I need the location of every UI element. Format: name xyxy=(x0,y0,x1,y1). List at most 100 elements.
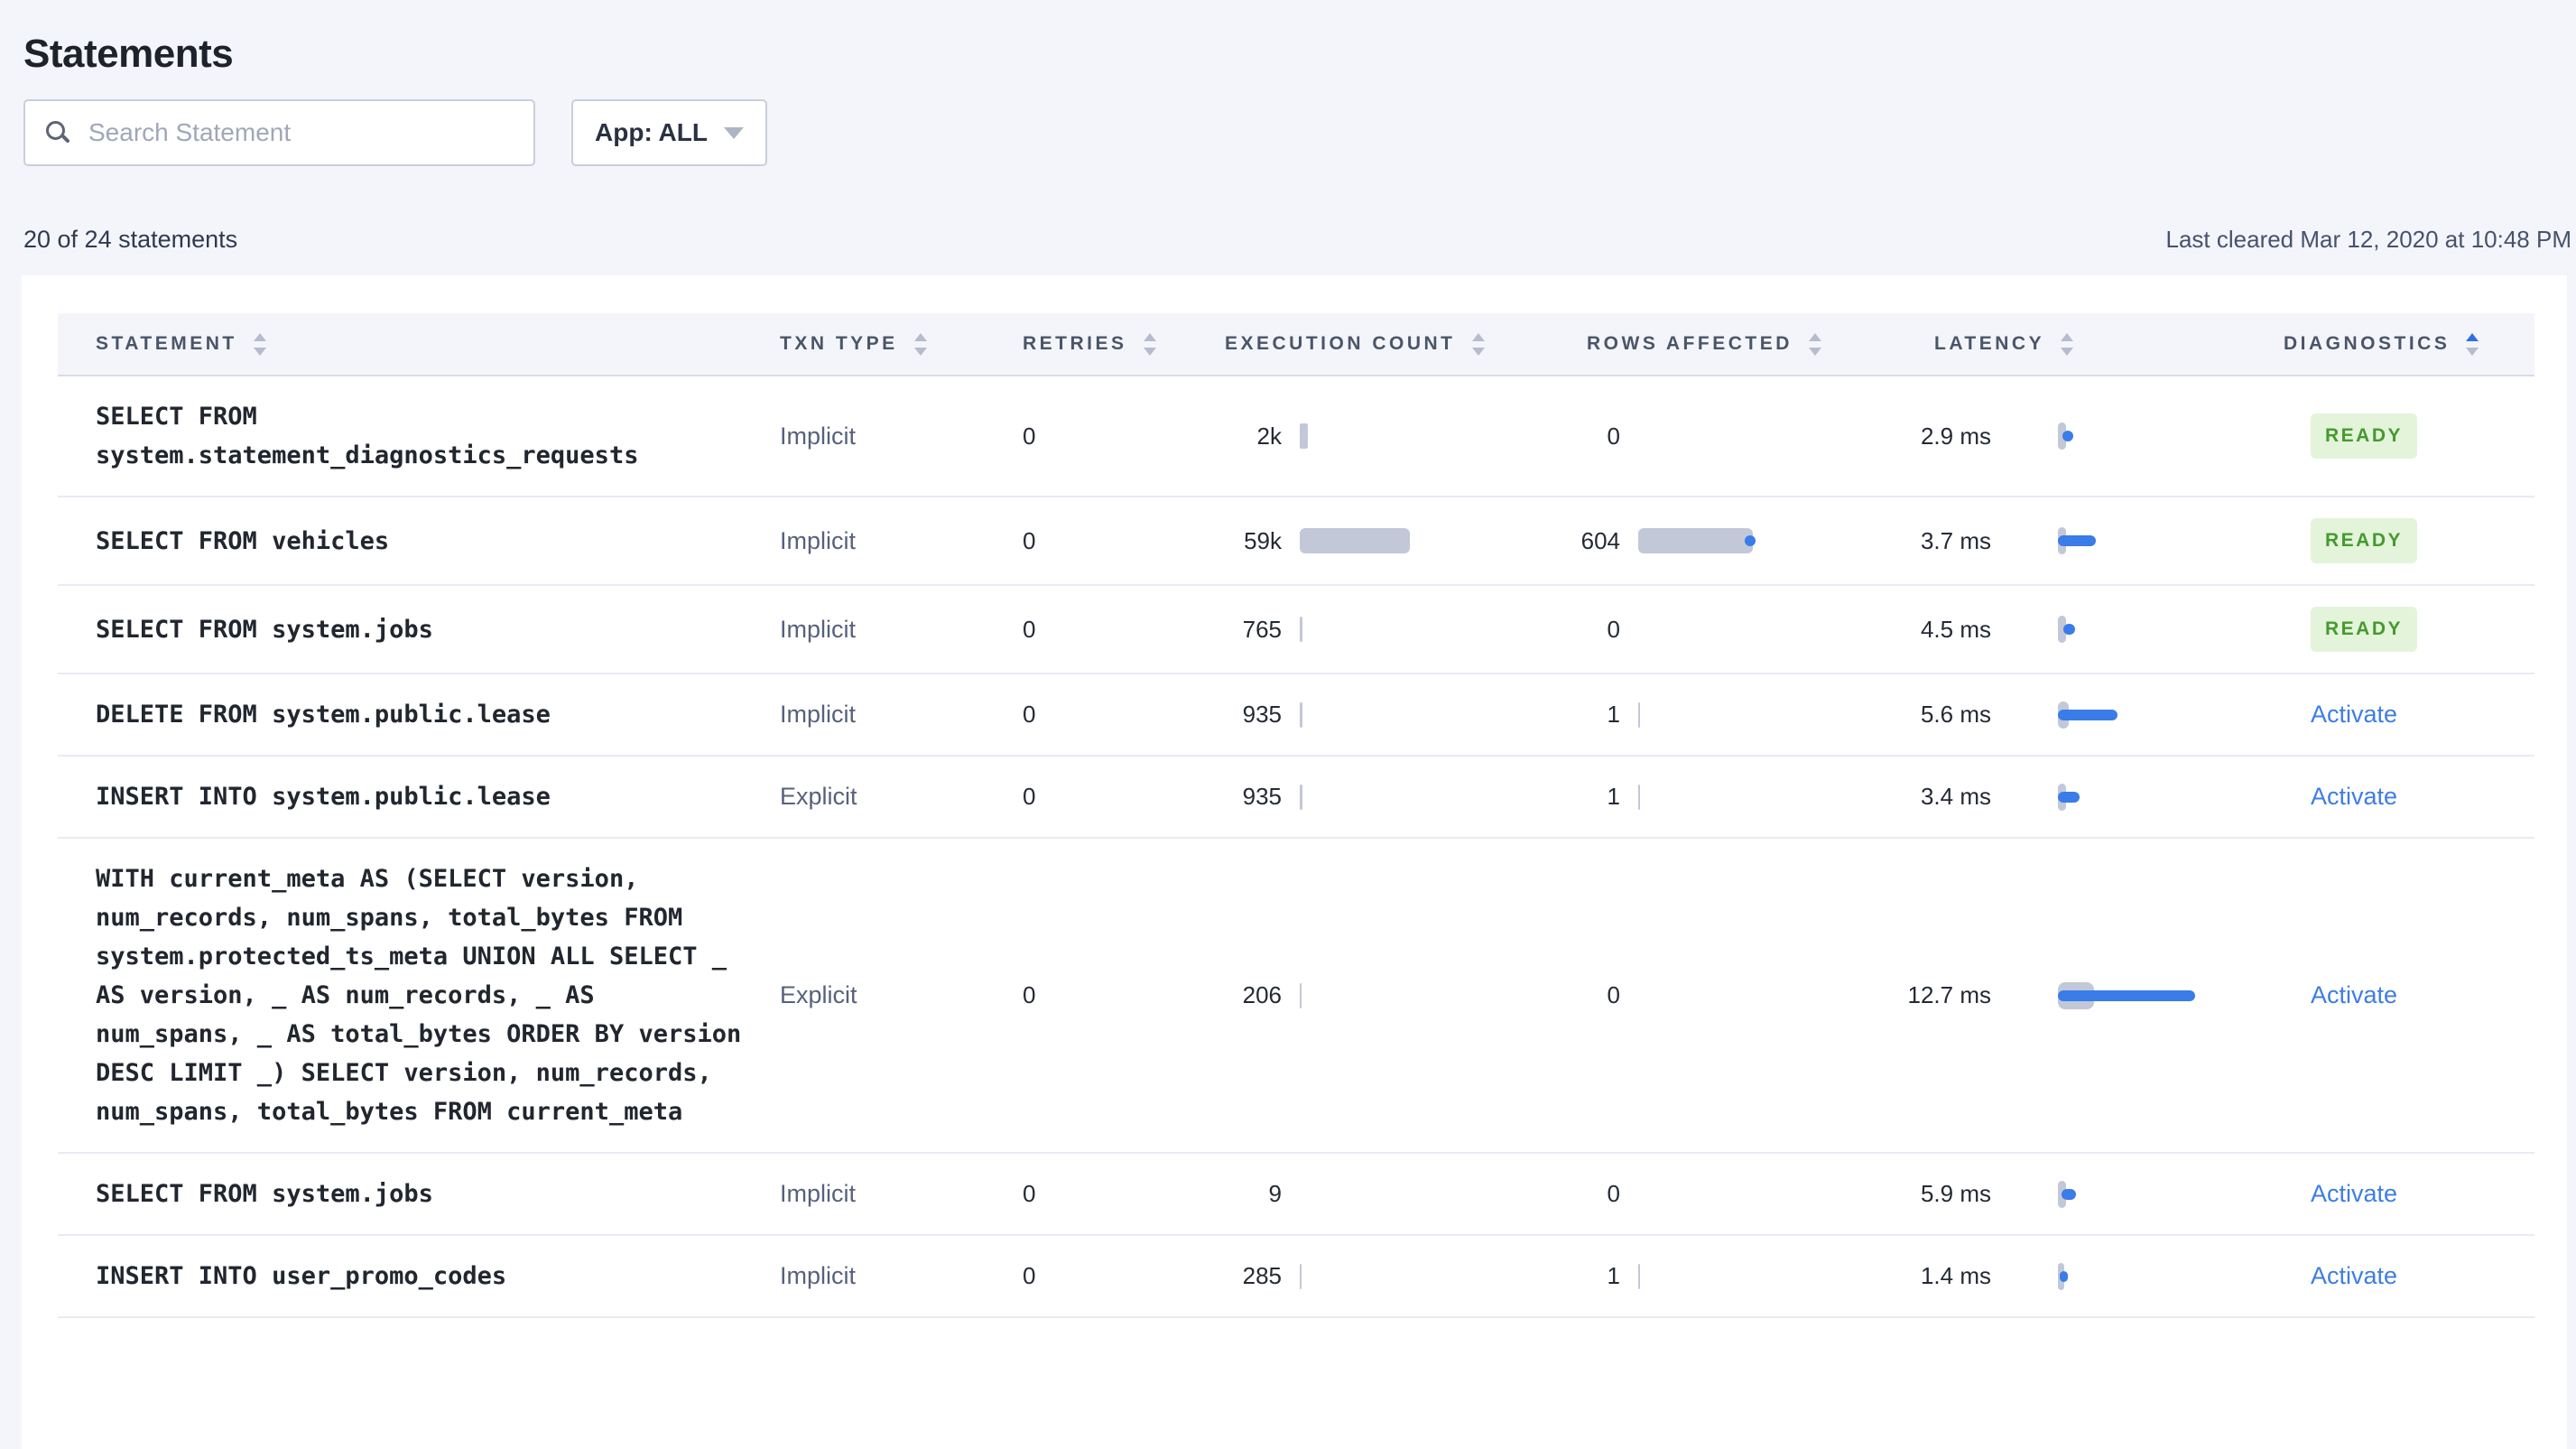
latency-cell: 2.9 ms xyxy=(1877,422,2220,450)
column-header-statement[interactable]: STATEMENT xyxy=(58,332,767,356)
sort-control[interactable] xyxy=(1808,332,1821,356)
execution-count-cell: 935 xyxy=(1209,783,1552,811)
retries-count: 0 xyxy=(1023,422,1036,450)
sort-descending-icon xyxy=(1808,347,1821,356)
retries-cell: 0 xyxy=(1011,783,1209,811)
rows-affected-cell: 1 xyxy=(1552,783,1877,811)
last-cleared-timestamp: Last cleared Mar 12, 2020 at 10:48 PM xyxy=(2165,226,2572,253)
sort-control[interactable] xyxy=(253,332,266,356)
retries-count: 0 xyxy=(1023,615,1036,643)
txn-type-cell: Explicit xyxy=(767,981,1011,1009)
table-row[interactable]: INSERT INTO system.public.lease Explicit… xyxy=(58,757,2534,839)
activate-diagnostics-link[interactable]: Activate xyxy=(2311,783,2398,810)
diagnostics-ready-badge[interactable]: READY xyxy=(2311,607,2418,652)
retries-cell: 0 xyxy=(1011,1180,1209,1208)
latency-value: 5.9 ms xyxy=(1920,1180,1991,1207)
table-row[interactable]: INSERT INTO user_promo_codes Implicit 0 … xyxy=(58,1236,2534,1318)
execution-count-bar xyxy=(1300,701,1302,728)
latency-value: 3.7 ms xyxy=(1920,526,1991,554)
statement-cell[interactable]: SELECT FROM system.jobs xyxy=(58,610,767,649)
sort-control[interactable] xyxy=(2466,332,2479,356)
latency-value: 4.5 ms xyxy=(1920,615,1991,643)
sort-control[interactable] xyxy=(913,332,927,356)
table-row[interactable]: SELECT FROM system.jobs Implicit 0 765 0… xyxy=(58,586,2534,674)
statement-cell[interactable]: WITH current_meta AS (SELECT version, nu… xyxy=(58,859,767,1131)
txn-type: Implicit xyxy=(780,1262,857,1289)
sort-ascending-icon xyxy=(913,332,927,341)
txn-type-cell: Implicit xyxy=(767,701,1011,729)
statement-cell[interactable]: INSERT INTO user_promo_codes xyxy=(58,1257,767,1296)
app-filter-dropdown[interactable]: App: ALL xyxy=(571,99,767,166)
sort-descending-icon xyxy=(2061,347,2074,356)
execution-count-cell: 206 xyxy=(1209,981,1552,1009)
column-header-label: TXN TYPE xyxy=(780,333,898,354)
execution-count-value: 765 xyxy=(1242,615,1282,643)
latency-mean-bar xyxy=(2062,1188,2076,1200)
activate-diagnostics-link[interactable]: Activate xyxy=(2311,1262,2398,1289)
execution-count-bar-area xyxy=(1300,784,1302,811)
statement-cell[interactable]: SELECT FROM system.jobs xyxy=(58,1175,767,1213)
search-box[interactable] xyxy=(23,99,535,166)
diagnostics-ready-badge[interactable]: READY xyxy=(2311,413,2418,459)
rows-affected-bar-area xyxy=(1638,527,1756,554)
statements-table-card: STATEMENT TXN TYPE RETRIES EXECUTION COU… xyxy=(22,275,2567,1449)
sort-descending-icon xyxy=(1143,347,1156,356)
retries-cell: 0 xyxy=(1011,527,1209,555)
table-row[interactable]: WITH current_meta AS (SELECT version, nu… xyxy=(58,839,2534,1154)
diagnostics-cell: READY xyxy=(2220,607,2534,652)
sort-ascending-icon xyxy=(253,332,266,341)
execution-count-bar-area xyxy=(1300,701,1302,729)
sort-control[interactable] xyxy=(2061,332,2074,356)
column-header-txn-type[interactable]: TXN TYPE xyxy=(767,332,1011,356)
latency-cell: 5.6 ms xyxy=(1877,701,2220,729)
column-header-latency[interactable]: LATENCY xyxy=(1877,332,2220,356)
table-row[interactable]: SELECT FROM system.statement_diagnostics… xyxy=(58,376,2534,497)
latency-bar-chart xyxy=(2058,422,2220,450)
rows-affected-cell: 0 xyxy=(1552,981,1877,1009)
sort-ascending-icon xyxy=(1471,332,1485,341)
search-input[interactable] xyxy=(87,117,514,148)
latency-cell: 12.7 ms xyxy=(1877,981,2220,1010)
latency-cell: 4.5 ms xyxy=(1877,615,2220,644)
execution-count-cell: 2k xyxy=(1209,423,1552,450)
txn-type: Implicit xyxy=(780,422,857,450)
latency-bar-chart xyxy=(2058,615,2220,644)
latency-cell: 3.4 ms xyxy=(1877,783,2220,812)
execution-count-bar-area xyxy=(1300,1263,1302,1290)
column-header-execution-count[interactable]: EXECUTION COUNT xyxy=(1209,332,1552,356)
statement-cell[interactable]: SELECT FROM vehicles xyxy=(58,522,767,561)
statements-table: STATEMENT TXN TYPE RETRIES EXECUTION COU… xyxy=(58,313,2534,1318)
retries-cell: 0 xyxy=(1011,423,1209,450)
activate-diagnostics-link[interactable]: Activate xyxy=(2311,701,2398,728)
table-row[interactable]: SELECT FROM system.jobs Implicit 0 9 0 5… xyxy=(58,1154,2534,1236)
rows-affected-bar xyxy=(1638,528,1756,553)
sort-control[interactable] xyxy=(1143,332,1156,356)
statement-cell[interactable]: DELETE FROM system.public.lease xyxy=(58,695,767,734)
activate-diagnostics-link[interactable]: Activate xyxy=(2311,1180,2398,1207)
latency-value: 2.9 ms xyxy=(1920,422,1991,450)
column-header-retries[interactable]: RETRIES xyxy=(1011,332,1209,356)
statement-cell[interactable]: INSERT INTO system.public.lease xyxy=(58,777,767,816)
diagnostics-ready-badge[interactable]: READY xyxy=(2311,518,2418,563)
statement-cell[interactable]: SELECT FROM system.statement_diagnostics… xyxy=(58,397,767,475)
latency-cell: 3.7 ms xyxy=(1877,526,2220,555)
retries-count: 0 xyxy=(1023,526,1036,554)
table-row[interactable]: SELECT FROM vehicles Implicit 0 59k 604 … xyxy=(58,497,2534,586)
txn-type: Implicit xyxy=(780,701,857,728)
latency-bar-chart xyxy=(2058,1180,2220,1209)
latency-cell: 1.4 ms xyxy=(1877,1262,2220,1291)
rows-affected-value: 1 xyxy=(1607,783,1620,810)
execution-count-cell: 935 xyxy=(1209,701,1552,729)
rows-affected-bar xyxy=(1638,784,1640,810)
table-row[interactable]: DELETE FROM system.public.lease Implicit… xyxy=(58,674,2534,757)
filter-controls: App: ALL xyxy=(23,99,767,166)
column-header-rows-affected[interactable]: ROWS AFFECTED xyxy=(1552,332,1877,356)
txn-type: Implicit xyxy=(780,1180,857,1207)
sort-control[interactable] xyxy=(1471,332,1485,356)
statement-text: SELECT FROM system.statement_diagnostics… xyxy=(96,403,639,469)
sort-ascending-icon xyxy=(1143,332,1156,341)
execution-count-bar-area xyxy=(1300,527,1410,554)
column-header-diagnostics[interactable]: DIAGNOSTICS xyxy=(2220,332,2534,356)
activate-diagnostics-link[interactable]: Activate xyxy=(2311,981,2398,1008)
sort-ascending-icon xyxy=(2466,332,2479,341)
